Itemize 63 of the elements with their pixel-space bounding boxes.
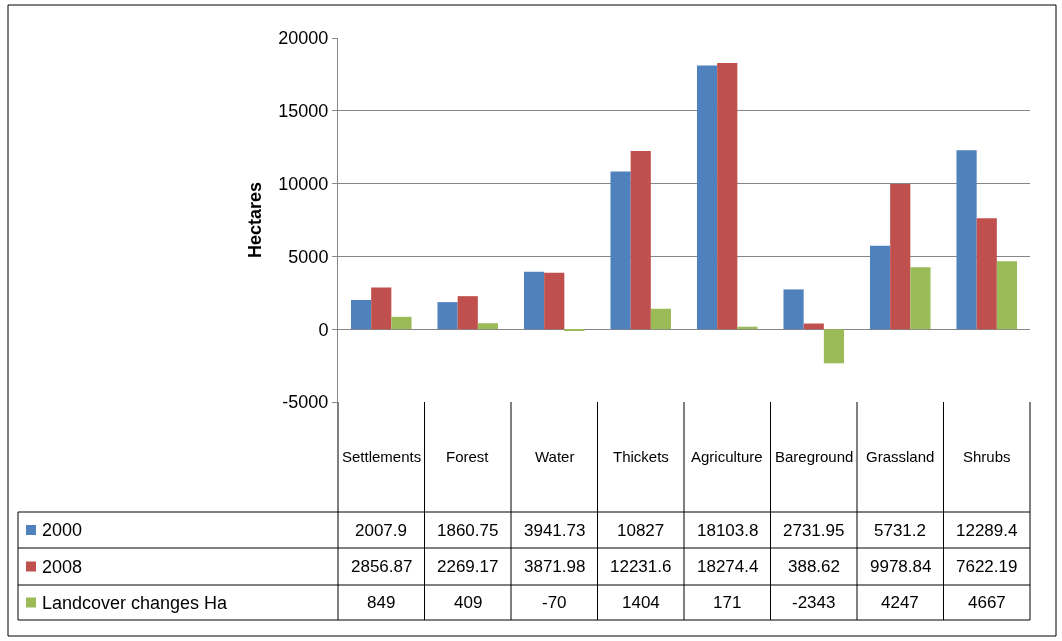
data-label: 4667	[968, 593, 1006, 612]
data-label: 409	[454, 593, 483, 612]
bar	[437, 302, 458, 330]
bar	[371, 287, 392, 330]
bar	[523, 271, 545, 330]
data-label: 1404	[622, 593, 660, 612]
x-tick-label: Forest	[446, 448, 490, 465]
x-tick-label: Grassland	[866, 448, 935, 465]
y-tick-label: 5000	[288, 246, 329, 267]
data-label: 18103.8	[697, 521, 759, 540]
x-tick-label: Agriculture	[691, 448, 763, 465]
bar	[457, 296, 478, 330]
data-label: 18274.4	[697, 557, 759, 576]
data-label: -2343	[792, 593, 836, 612]
bar	[350, 299, 372, 330]
bar	[610, 171, 631, 330]
data-label: 2731.95	[783, 521, 845, 540]
bar	[630, 151, 651, 330]
bar	[783, 289, 804, 330]
y-tick-label: 20000	[278, 28, 329, 49]
data-label: 388.62	[788, 557, 840, 576]
x-tick-label: Settlements	[342, 448, 422, 465]
data-label: 7622.19	[956, 557, 1018, 576]
bar	[650, 308, 672, 330]
x-tick-label: Water	[535, 448, 575, 465]
legend-label: 2008	[42, 557, 83, 577]
x-tick-label: Thickets	[613, 448, 669, 465]
data-label: 5731.2	[874, 521, 926, 540]
data-label: 171	[713, 593, 742, 612]
data-label: 12231.6	[610, 557, 672, 576]
bar	[823, 329, 845, 364]
data-label: 3941.73	[524, 521, 586, 540]
x-tick-label: Shrubs	[963, 448, 1011, 465]
bar	[976, 218, 997, 330]
legend-label: 2000	[42, 520, 83, 540]
data-label: 10827	[617, 521, 665, 540]
y-axis-title: Hectares	[244, 181, 265, 259]
data-label: 2269.17	[437, 557, 499, 576]
data-label: 9978.84	[870, 557, 932, 576]
bar	[391, 316, 412, 330]
legend-label: Landcover changes Ha	[42, 593, 229, 613]
bar	[717, 63, 738, 330]
bar	[477, 323, 499, 330]
x-tick-label: Bareground	[775, 448, 854, 465]
bar	[956, 150, 977, 330]
bar	[696, 65, 718, 330]
bar	[544, 272, 565, 330]
data-label: 3871.98	[524, 557, 586, 576]
bar	[890, 183, 911, 330]
data-label: 849	[367, 593, 396, 612]
data-label: 4247	[881, 593, 919, 612]
data-label: 2007.9	[355, 521, 407, 540]
data-label: 2856.87	[351, 557, 413, 576]
data-label: 1860.75	[437, 521, 499, 540]
y-tick-label: 15000	[278, 101, 329, 122]
data-label: -70	[542, 593, 567, 612]
bar	[869, 245, 891, 330]
y-tick-label: 10000	[278, 173, 329, 194]
y-tick-label: 0	[318, 319, 329, 340]
y-tick-label: -5000	[282, 392, 329, 413]
data-label: 12289.4	[956, 521, 1018, 540]
bar	[996, 261, 1018, 330]
bar	[910, 267, 931, 330]
